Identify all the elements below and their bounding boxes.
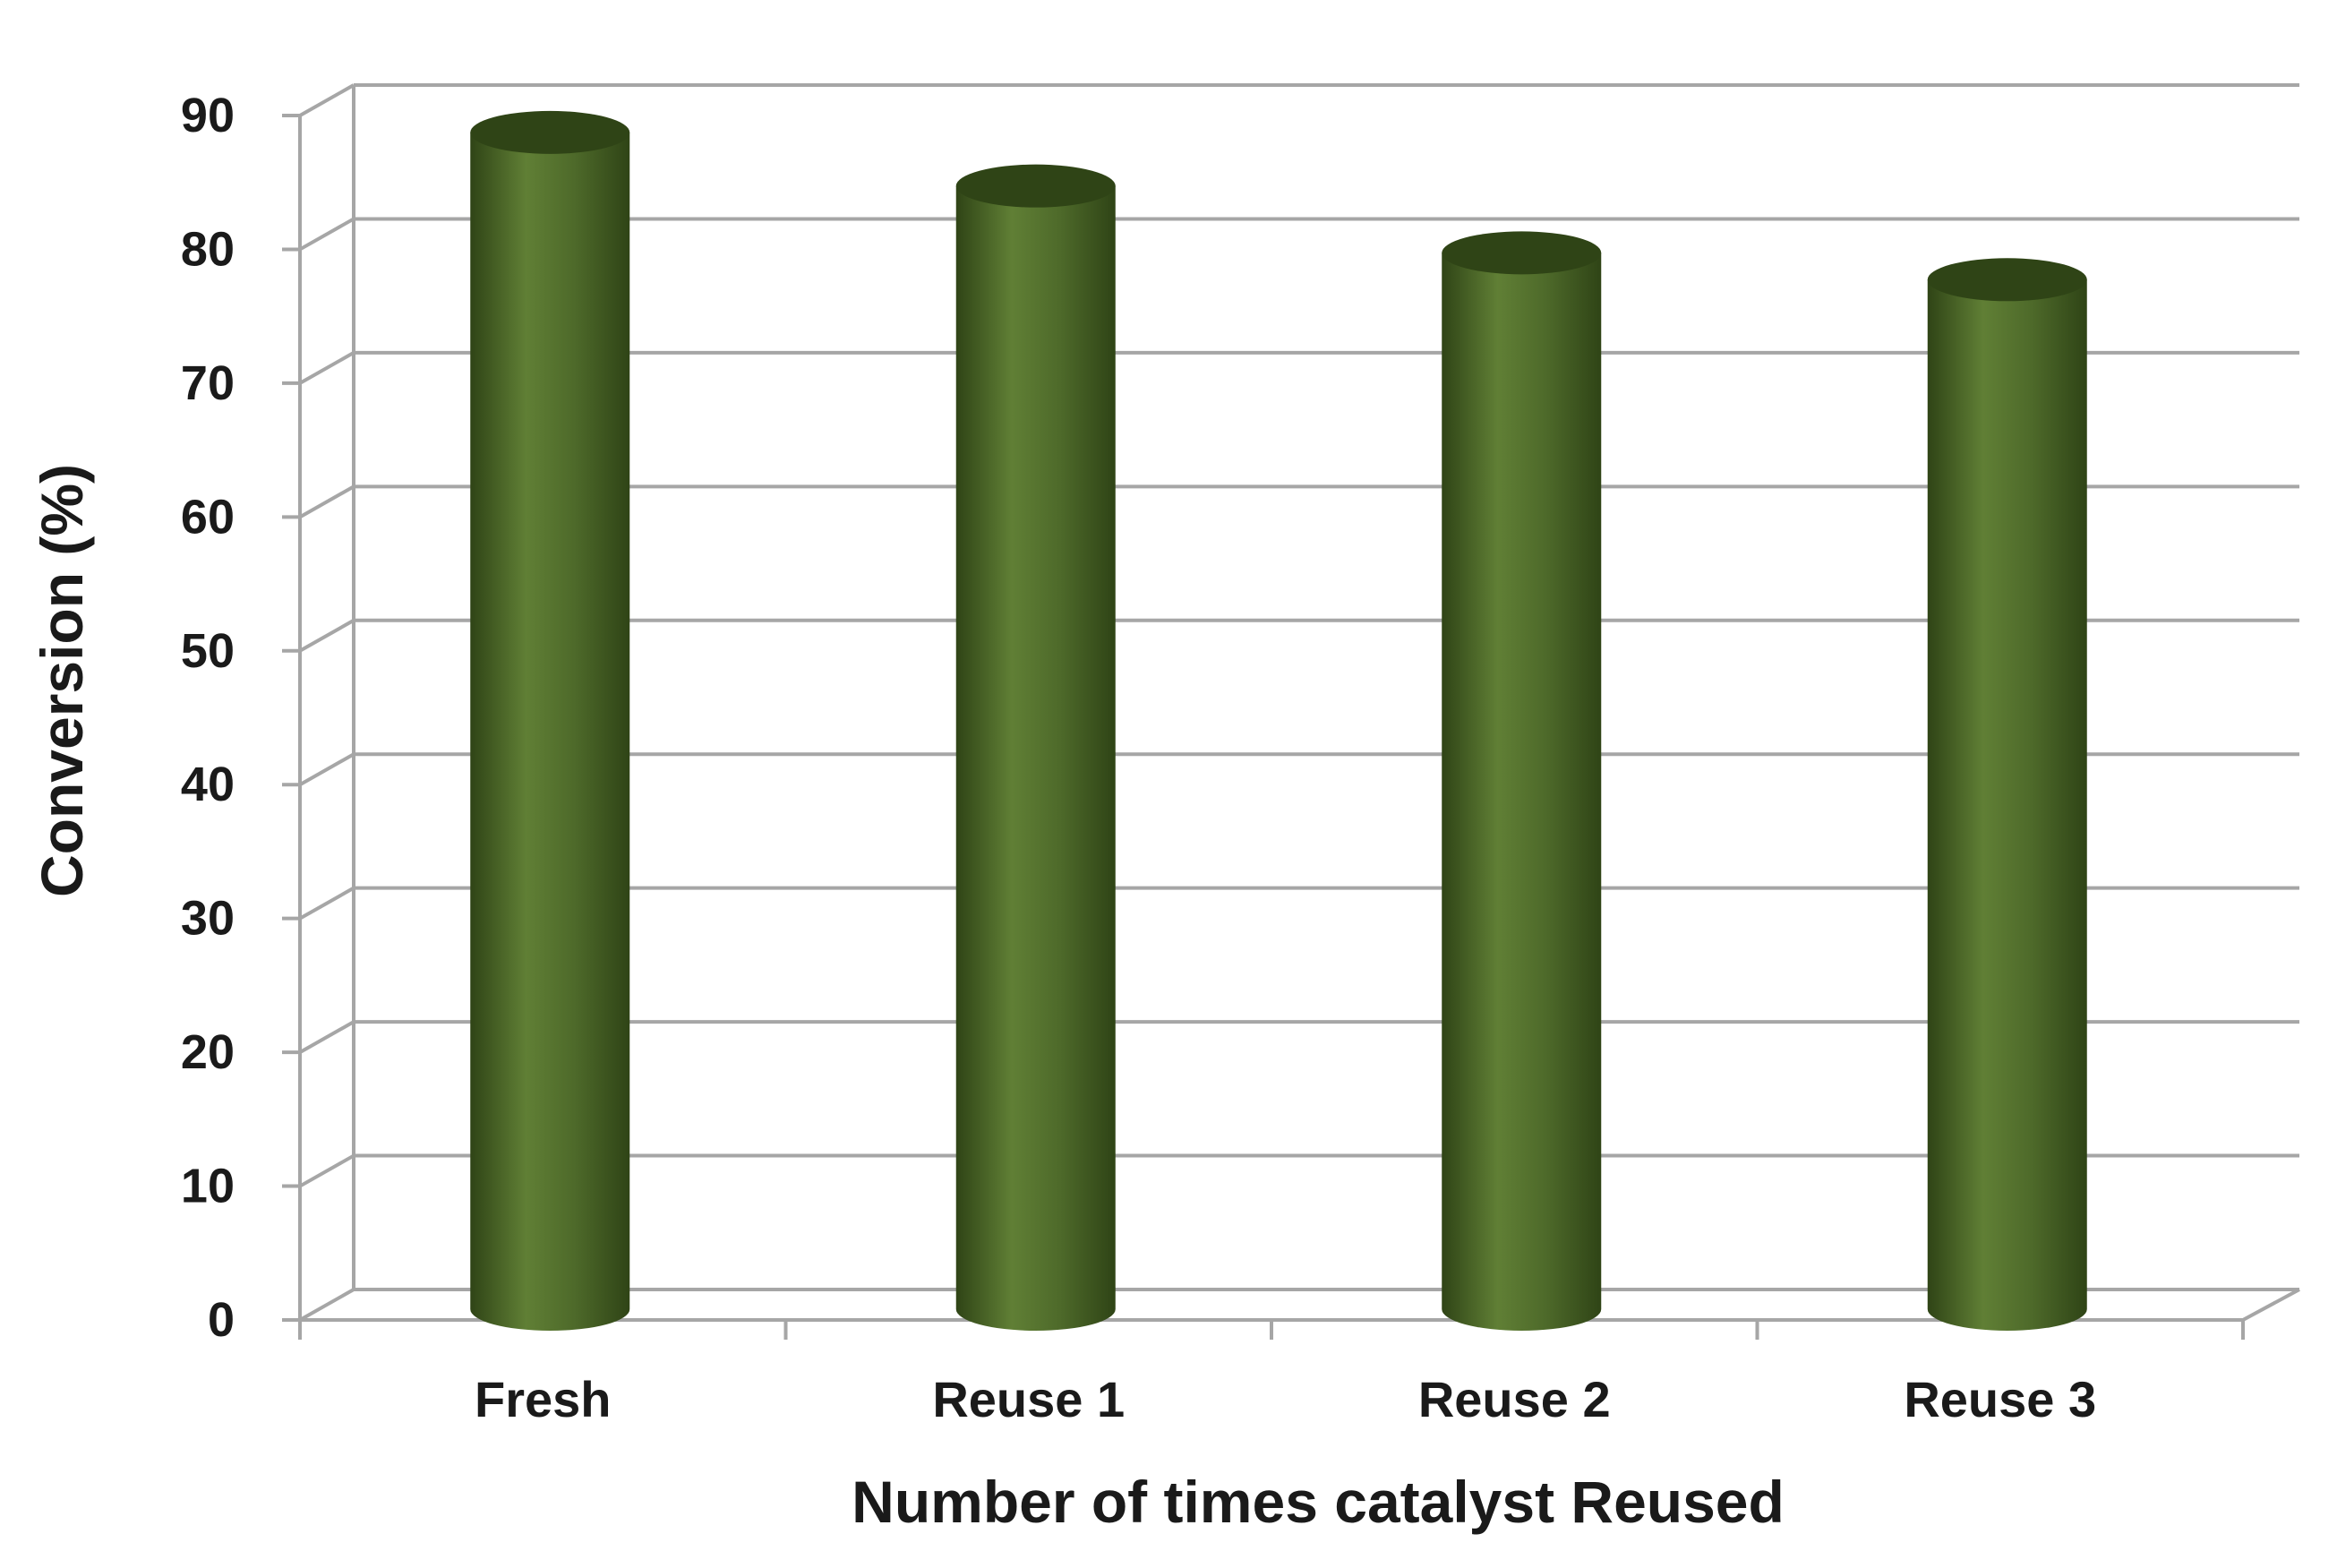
y-axis-ticks: 0 10 20 30 40 50 60 70 80 90 <box>181 89 235 1347</box>
bar-body <box>470 132 630 1331</box>
floor-right-edge <box>2242 1288 2300 1322</box>
bar-reuse-2 <box>1442 231 1602 1331</box>
bars <box>470 110 2087 1332</box>
bar-cap <box>1927 258 2087 302</box>
bar-body <box>1442 253 1602 1331</box>
y-tick-label: 60 <box>181 490 235 544</box>
y-tick-label: 30 <box>181 892 235 946</box>
bar-cap <box>955 164 1116 208</box>
y-tick-label: 90 <box>181 89 235 142</box>
x-axis-ticks: Fresh Reuse 1 Reuse 2 Reuse 3 <box>475 1371 2096 1427</box>
bar-reuse-1 <box>955 164 1116 1332</box>
bar-cap <box>470 110 630 154</box>
gridline-depth <box>299 484 355 519</box>
y-axis-title: Conversion (%) <box>29 464 95 897</box>
x-tick-label: Reuse 2 <box>1418 1371 1611 1427</box>
x-tick-label: Fresh <box>475 1371 612 1427</box>
gridline-depth <box>299 351 355 385</box>
axes <box>298 85 2300 1340</box>
bar-reuse-3 <box>1927 258 2087 1331</box>
x-axis-title: Number of times catalyst Reused <box>852 1469 1785 1535</box>
y-tick-label: 10 <box>181 1160 235 1213</box>
y-tick-label: 50 <box>181 624 235 678</box>
gridline-depth <box>299 752 355 786</box>
y-tick-label: 20 <box>181 1025 235 1079</box>
bar-fresh <box>470 110 630 1331</box>
gridline-depth <box>299 217 355 252</box>
gridline-depth <box>299 886 355 921</box>
gridline-depth <box>299 83 355 117</box>
y-tick-label: 40 <box>181 758 235 811</box>
x-tick-label: Reuse 1 <box>932 1371 1125 1427</box>
bar-body <box>955 185 1116 1332</box>
y-tick-label: 0 <box>208 1293 235 1347</box>
x-tick-label: Reuse 3 <box>1904 1371 2096 1427</box>
bar-body <box>1927 279 2087 1331</box>
gridline-depth <box>299 619 355 653</box>
y-tick-label: 70 <box>181 356 235 410</box>
gridline-depth <box>299 1153 355 1188</box>
bar-cap <box>1442 231 1602 275</box>
gridline-depth <box>299 1288 355 1322</box>
y-tick-label: 80 <box>181 222 235 276</box>
gridline-depth <box>299 1020 355 1054</box>
